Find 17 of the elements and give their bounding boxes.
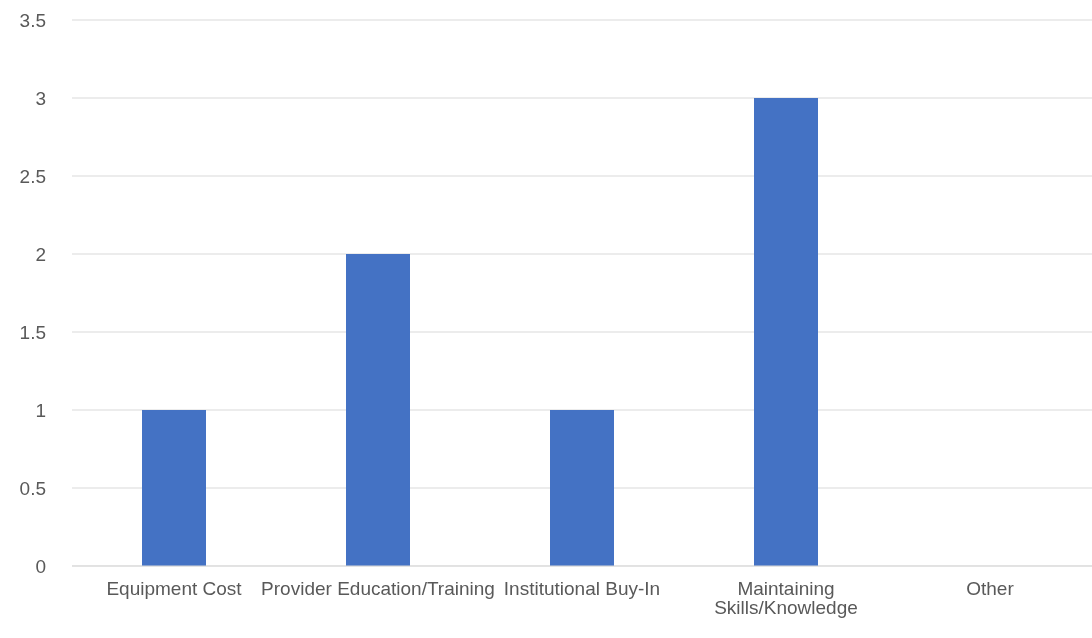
bar [550, 410, 614, 566]
bar [142, 410, 206, 566]
y-tick-label: 0 [35, 555, 46, 577]
y-tick-label: 2.5 [19, 165, 46, 187]
x-tick-label: Equipment Cost [106, 578, 243, 600]
y-tick-label: 2 [35, 243, 46, 265]
y-tick-label: 3.5 [19, 9, 46, 31]
x-tick-label: Provider Education/Training [261, 578, 495, 600]
x-tick-label: Other [966, 578, 1015, 600]
y-tick-label: 1.5 [19, 321, 46, 343]
x-tick-label: Maintaining Skills/Knowledge [714, 578, 858, 619]
y-tick-label: 1 [35, 399, 46, 421]
x-tick-label: Institutional Buy-In [503, 578, 661, 600]
y-tick-label: 0.5 [19, 477, 46, 499]
bar [346, 254, 410, 566]
y-tick-label: 3 [35, 87, 46, 109]
bar [754, 98, 818, 566]
